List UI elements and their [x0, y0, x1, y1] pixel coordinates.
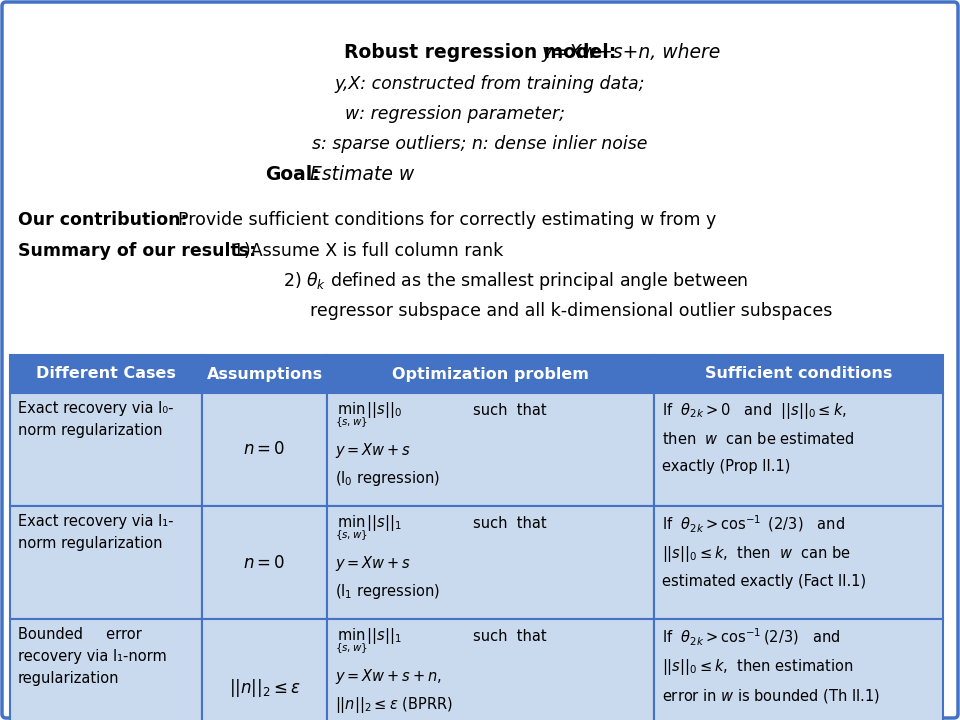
- Bar: [327, 619, 654, 720]
- Text: norm regularization: norm regularization: [18, 423, 162, 438]
- Text: $||n||_2 \leq \varepsilon$ (BPRR): $||n||_2 \leq \varepsilon$ (BPRR): [335, 695, 453, 715]
- Bar: [654, 619, 943, 720]
- Text: 2) $\theta_k$ defined as the smallest principal angle between: 2) $\theta_k$ defined as the smallest pr…: [283, 270, 749, 292]
- Bar: [10, 506, 202, 619]
- Bar: [10, 619, 202, 720]
- Text: $||s||_0 \leq k$,  then estimation: $||s||_0 \leq k$, then estimation: [662, 657, 853, 677]
- Text: Our contribution:: Our contribution:: [18, 211, 187, 229]
- Text: norm regularization: norm regularization: [18, 536, 162, 551]
- Text: such  that: such that: [473, 403, 546, 418]
- Bar: [10, 355, 202, 393]
- Text: If  $\theta_{2k} > \cos^{-1}$ (2/3)   and: If $\theta_{2k} > \cos^{-1}$ (2/3) and: [662, 514, 845, 535]
- Bar: [202, 506, 327, 619]
- Text: 1)Assume X is full column rank: 1)Assume X is full column rank: [233, 242, 503, 260]
- Bar: [654, 355, 943, 393]
- Text: $\underset{\{s,w\}}{\min}||s||_0$: $\underset{\{s,w\}}{\min}||s||_0$: [335, 401, 402, 429]
- Text: Provide sufficient conditions for correctly estimating w from y: Provide sufficient conditions for correc…: [178, 211, 716, 229]
- Text: Different Cases: Different Cases: [36, 366, 176, 382]
- Text: regressor subspace and all k-dimensional outlier subspaces: regressor subspace and all k-dimensional…: [310, 302, 832, 320]
- Text: If  $\theta_{2k} > \cos^{-1}$(2/3)   and: If $\theta_{2k} > \cos^{-1}$(2/3) and: [662, 627, 840, 648]
- Text: y,X: constructed from training data;: y,X: constructed from training data;: [335, 75, 645, 93]
- Text: If  $\theta_{2k} > 0$   and  $||s||_0 \leq k$,: If $\theta_{2k} > 0$ and $||s||_0 \leq k…: [662, 401, 847, 421]
- Text: Goal:: Goal:: [265, 166, 320, 184]
- Text: $||n||_2 \leq \varepsilon$: $||n||_2 \leq \varepsilon$: [228, 677, 300, 699]
- Text: s: sparse outliers; n: dense inlier noise: s: sparse outliers; n: dense inlier nois…: [312, 135, 648, 153]
- Text: $y = Xw + s$: $y = Xw + s$: [335, 554, 411, 573]
- Text: $y = Xw + s$: $y = Xw + s$: [335, 441, 411, 460]
- Bar: [202, 393, 327, 506]
- Bar: [654, 393, 943, 506]
- Text: error in $w$ is bounded (Th II.1): error in $w$ is bounded (Th II.1): [662, 687, 880, 705]
- Text: Assumptions: Assumptions: [206, 366, 323, 382]
- Text: recovery via l₁-norm: recovery via l₁-norm: [18, 649, 167, 664]
- Bar: [327, 355, 654, 393]
- Text: w: regression parameter;: w: regression parameter;: [345, 105, 565, 123]
- Text: y=Xw+s+n, where: y=Xw+s+n, where: [536, 42, 720, 61]
- Text: $n = 0$: $n = 0$: [243, 554, 286, 572]
- Text: $\underset{\{s,w\}}{\min}||s||_1$: $\underset{\{s,w\}}{\min}||s||_1$: [335, 627, 402, 655]
- Text: regularization: regularization: [18, 671, 119, 686]
- Text: $\underset{\{s,w\}}{\min}||s||_1$: $\underset{\{s,w\}}{\min}||s||_1$: [335, 514, 402, 542]
- Bar: [202, 355, 327, 393]
- Bar: [202, 619, 327, 720]
- Text: (l$_0$ regression): (l$_0$ regression): [335, 469, 440, 488]
- Text: (l$_1$ regression): (l$_1$ regression): [335, 582, 440, 601]
- Text: $y = Xw + s + n,$: $y = Xw + s + n,$: [335, 667, 442, 686]
- Text: estimated exactly (Fact II.1): estimated exactly (Fact II.1): [662, 574, 866, 589]
- Text: Exact recovery via l₁-: Exact recovery via l₁-: [18, 514, 174, 529]
- Text: Summary of our results:: Summary of our results:: [18, 242, 256, 260]
- Text: such  that: such that: [473, 516, 546, 531]
- Bar: [654, 506, 943, 619]
- Text: then  $w$  can be estimated: then $w$ can be estimated: [662, 431, 853, 447]
- Bar: [327, 393, 654, 506]
- Text: Bounded     error: Bounded error: [18, 627, 142, 642]
- Text: Sufficient conditions: Sufficient conditions: [705, 366, 892, 382]
- Bar: [327, 506, 654, 619]
- Text: $||s||_0 \leq k$,  then  $w$  can be: $||s||_0 \leq k$, then $w$ can be: [662, 544, 852, 564]
- Text: Robust regression model:: Robust regression model:: [344, 42, 616, 61]
- Text: $n = 0$: $n = 0$: [243, 441, 286, 459]
- Text: Optimization problem: Optimization problem: [392, 366, 588, 382]
- Text: Exact recovery via l₀-: Exact recovery via l₀-: [18, 401, 174, 416]
- Text: exactly (Prop II.1): exactly (Prop II.1): [662, 459, 790, 474]
- Bar: [10, 393, 202, 506]
- Text: such  that: such that: [473, 629, 546, 644]
- Text: Estimate w: Estimate w: [310, 166, 415, 184]
